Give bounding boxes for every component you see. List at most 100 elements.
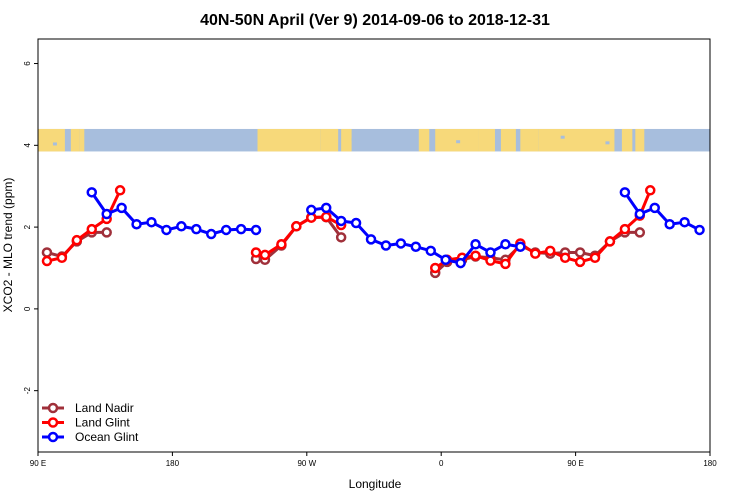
map-land — [621, 128, 633, 152]
x-tick-label: 90 E — [30, 459, 46, 468]
data-point — [530, 248, 541, 259]
data-point — [429, 262, 441, 274]
series-ocean-glint — [86, 187, 705, 269]
legend-label: Ocean Glint — [75, 430, 139, 444]
legend-label: Land Nadir — [75, 401, 134, 415]
series-line — [46, 189, 122, 263]
legend-swatch-marker — [47, 417, 59, 428]
data-point — [335, 215, 347, 227]
data-point — [589, 252, 601, 264]
data-point — [365, 234, 377, 245]
data-point — [86, 223, 98, 235]
map-land — [70, 128, 80, 152]
map-land — [38, 128, 65, 152]
data-point — [259, 249, 271, 261]
data-point — [604, 236, 616, 247]
data-point — [500, 239, 511, 250]
map-land — [341, 128, 352, 152]
data-point — [161, 224, 172, 236]
data-point — [574, 247, 586, 258]
data-point — [56, 252, 68, 264]
map-land — [257, 128, 321, 152]
series-land-glint — [41, 185, 656, 274]
series-line — [434, 189, 652, 270]
data-point — [146, 216, 157, 228]
data-point — [515, 241, 526, 252]
y-axis: -2 0 2 4 6 — [23, 61, 38, 394]
map-land — [635, 128, 645, 152]
data-point — [291, 221, 302, 232]
legend-item: Land Nadir — [42, 401, 134, 415]
data-point — [205, 228, 217, 240]
map-land — [538, 128, 615, 152]
data-point — [276, 239, 287, 250]
x-tick-label: 90 E — [567, 459, 583, 468]
data-point — [306, 204, 317, 216]
data-point — [101, 208, 112, 220]
map-land — [500, 128, 516, 152]
data-point — [470, 250, 481, 261]
data-point — [679, 216, 690, 228]
y-tick-label: 0 — [23, 306, 32, 311]
data-point — [335, 232, 347, 243]
data-point — [485, 247, 496, 258]
data-point — [470, 239, 481, 250]
data-point — [220, 224, 232, 236]
plot-area-frame — [37, 38, 711, 453]
data-point — [619, 223, 631, 235]
map-water-detail — [605, 141, 610, 145]
data-point — [395, 238, 407, 249]
y-tick-label: 6 — [23, 61, 32, 66]
data-point — [41, 247, 53, 258]
y-tick-label: -2 — [23, 387, 32, 395]
y-tick-label: 2 — [23, 224, 32, 229]
map-water-detail — [52, 142, 57, 146]
data-point — [250, 224, 262, 236]
world-map-band — [38, 128, 710, 152]
data-point — [41, 255, 53, 267]
data-point — [440, 254, 451, 266]
legend-item: Land Glint — [42, 416, 130, 430]
legend-swatch-marker — [47, 431, 59, 443]
data-point — [101, 227, 112, 238]
data-point — [649, 202, 660, 214]
data-point — [86, 187, 98, 198]
map-water-detail — [456, 140, 461, 144]
map-water-detail — [560, 135, 565, 139]
data-point — [455, 257, 466, 269]
data-point — [350, 217, 362, 229]
data-point — [619, 187, 631, 198]
data-point — [114, 185, 126, 196]
map-land — [320, 128, 339, 152]
x-tick-label: 90 W — [297, 459, 316, 468]
data-point — [574, 256, 586, 268]
data-point — [320, 211, 332, 223]
data-point — [131, 218, 142, 230]
x-axis: 90 E 180 90 W 0 90 E 180 — [30, 452, 717, 468]
chart-title: 40N-50N April (Ver 9) 2014-09-06 to 2018… — [200, 12, 550, 29]
data-point — [664, 218, 675, 230]
legend-swatch-marker — [47, 402, 59, 414]
data-point — [425, 245, 436, 257]
data-point — [634, 208, 646, 220]
data-point — [485, 255, 496, 266]
data-point — [116, 202, 127, 214]
map-land — [79, 128, 85, 152]
x-axis-label: Longitude — [349, 477, 402, 491]
x-tick-label: 180 — [703, 459, 717, 468]
legend-item: Ocean Glint — [42, 430, 139, 444]
data-point — [191, 223, 202, 235]
data-point — [176, 221, 187, 232]
x-tick-label: 180 — [166, 459, 180, 468]
data-point — [500, 258, 511, 270]
data-point — [71, 234, 83, 246]
map-land — [418, 128, 430, 152]
data-point — [320, 202, 332, 214]
data-point — [634, 227, 646, 238]
data-point — [544, 245, 556, 257]
map-water-detail — [351, 137, 356, 141]
data-point — [410, 241, 422, 252]
map-land — [520, 128, 539, 152]
